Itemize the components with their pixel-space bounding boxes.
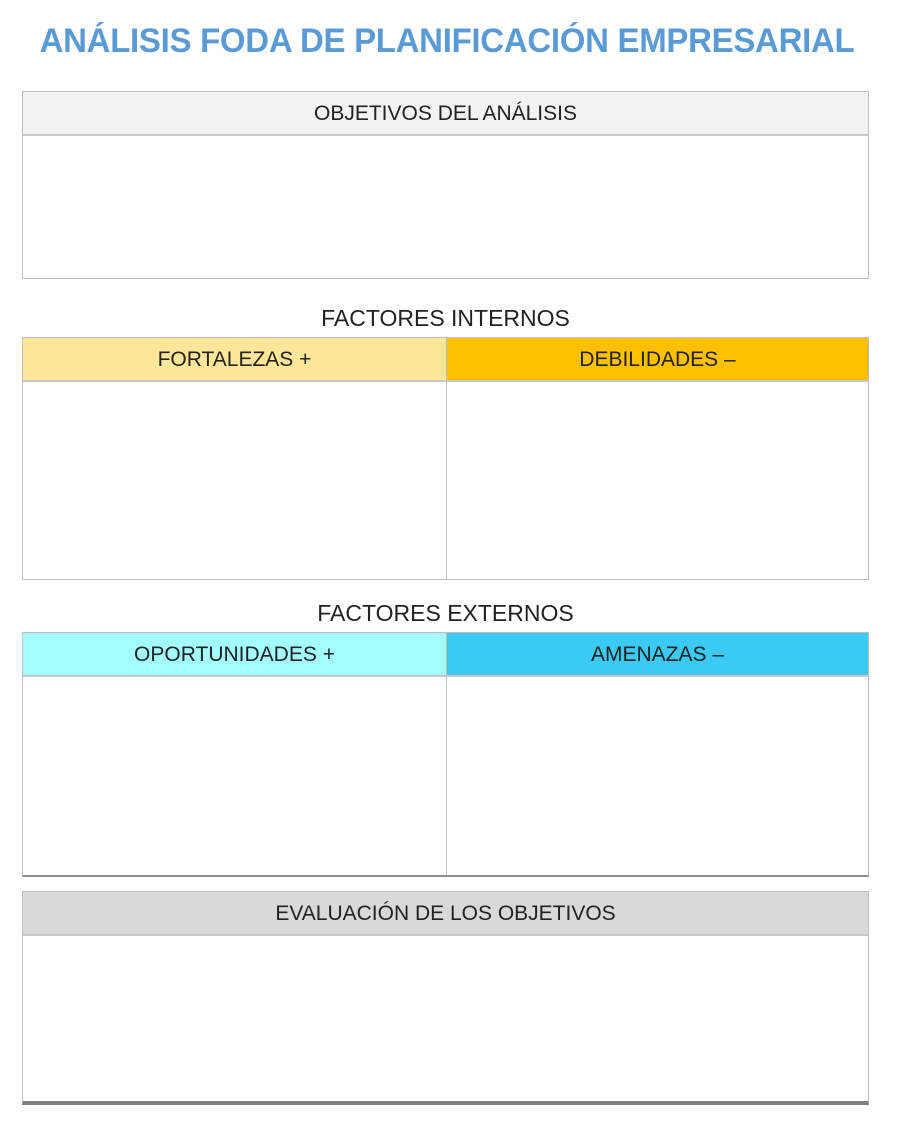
- strengths-column: FORTALEZAS +: [23, 338, 446, 579]
- opportunities-header: OPORTUNIDADES +: [23, 633, 446, 677]
- internal-factors-label: FACTORES INTERNOS: [321, 305, 570, 331]
- strengths-header: FORTALEZAS +: [23, 338, 446, 382]
- objectives-header: OBJETIVOS DEL ANÁLISIS: [23, 92, 868, 136]
- objectives-section: OBJETIVOS DEL ANÁLISIS: [22, 91, 869, 279]
- threats-column: AMENAZAS –: [446, 633, 868, 875]
- evaluation-header: EVALUACIÓN DE LOS OBJETIVOS: [23, 892, 868, 936]
- weaknesses-header: DEBILIDADES –: [447, 338, 868, 382]
- strengths-input[interactable]: [23, 382, 446, 578]
- evaluation-input[interactable]: [23, 936, 868, 1101]
- evaluation-section: EVALUACIÓN DE LOS OBJETIVOS: [22, 891, 869, 1105]
- internal-factors-grid: FORTALEZAS + DEBILIDADES –: [22, 337, 869, 580]
- external-factors-label: FACTORES EXTERNOS: [317, 600, 574, 626]
- opportunities-input[interactable]: [23, 677, 446, 873]
- page-title: ANÁLISIS FODA DE PLANIFICACIÓN EMPRESARI…: [39, 22, 855, 60]
- external-factors-grid: OPORTUNIDADES + AMENAZAS –: [22, 632, 869, 877]
- threats-input[interactable]: [447, 677, 868, 873]
- weaknesses-column: DEBILIDADES –: [446, 338, 868, 579]
- weaknesses-input[interactable]: [447, 382, 868, 578]
- threats-header: AMENAZAS –: [447, 633, 868, 677]
- opportunities-column: OPORTUNIDADES +: [23, 633, 446, 875]
- objectives-input[interactable]: [23, 136, 868, 278]
